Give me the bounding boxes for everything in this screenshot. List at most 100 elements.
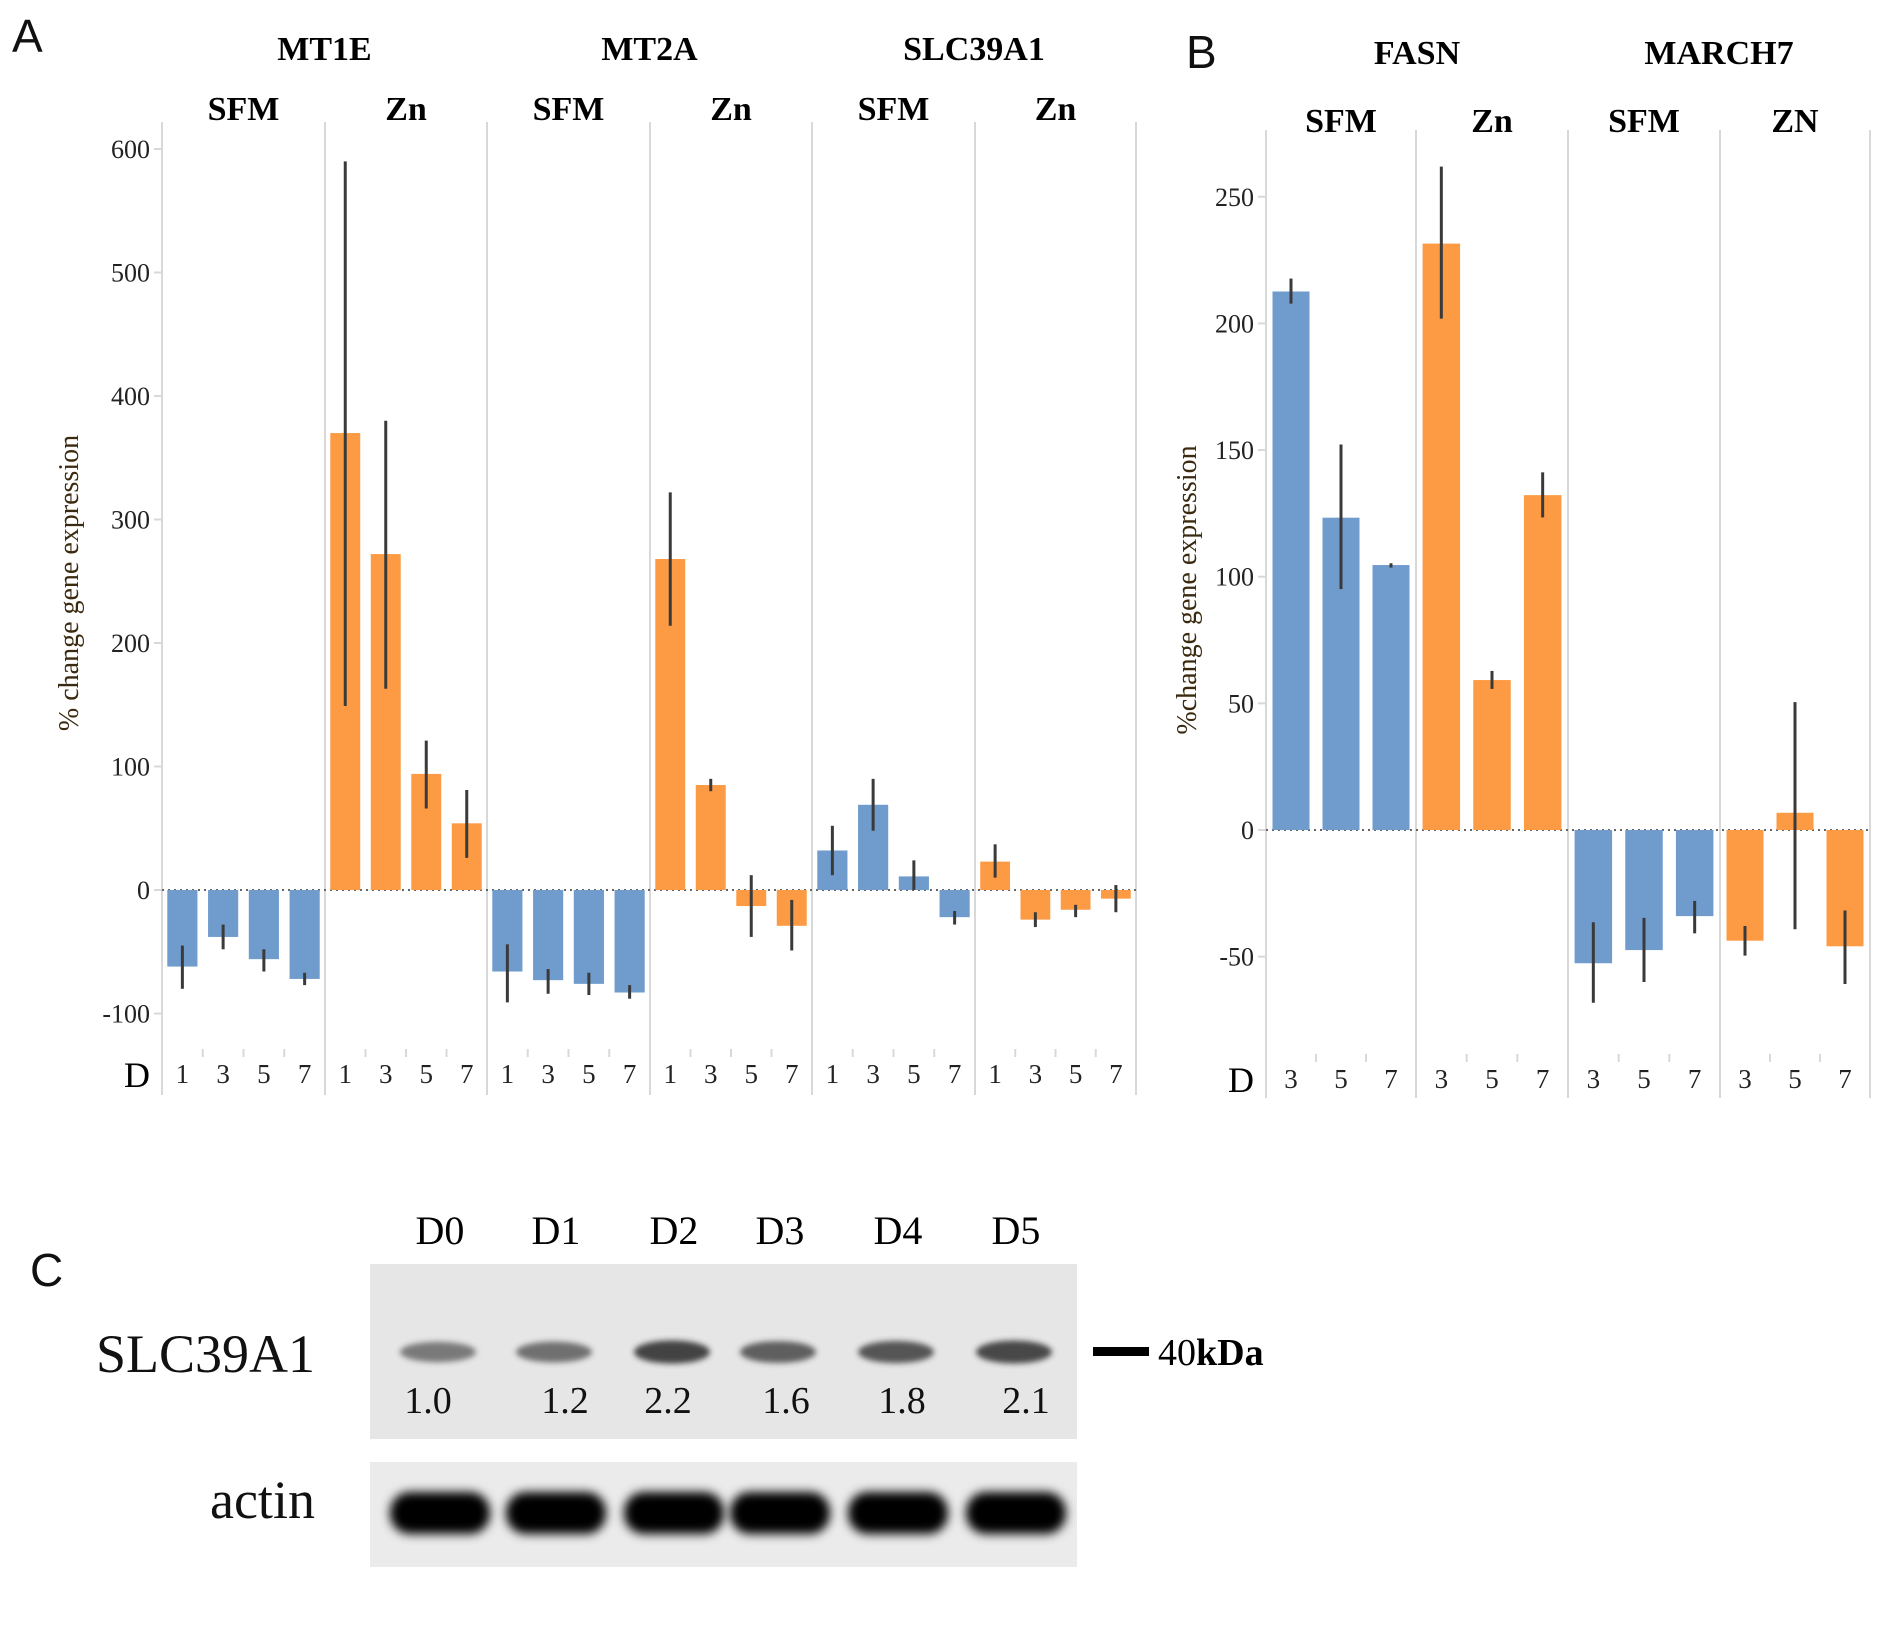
y-tick-label: -100 <box>102 1000 150 1029</box>
lane-label: D3 <box>756 1208 805 1253</box>
y-tick-label: 250 <box>1215 183 1254 212</box>
marker-label: 40kDa <box>1158 1332 1264 1374</box>
x-axis-prefix: D <box>124 1055 150 1095</box>
x-tick-label: 7 <box>948 1059 962 1089</box>
x-tick-label: 3 <box>1587 1064 1601 1094</box>
y-tick-label: 500 <box>111 259 150 288</box>
x-tick-label: 5 <box>1788 1064 1802 1094</box>
bar <box>695 785 726 890</box>
panel-b-chart: %change gene expression 250 200 150 100 50 0 -5… <box>1172 35 1871 1100</box>
gene-title: MT1E <box>277 31 371 68</box>
x-tick-label: 7 <box>460 1059 474 1089</box>
panel-c-western-blot: D0 D1 D2 D3 D4 D5 1.0 1.2 2.2 1.6 1.8 2.1 SLC39A1 … <box>96 1208 1264 1567</box>
quantification-value: 2.1 <box>1002 1380 1050 1422</box>
quantification-value: 1.2 <box>541 1380 589 1422</box>
x-tick-label: 1 <box>501 1059 515 1089</box>
x-tick-label: 3 <box>1284 1064 1298 1094</box>
panel-label-c: C <box>30 1244 63 1296</box>
marker-line <box>1093 1347 1149 1356</box>
x-tick-label: 3 <box>704 1059 718 1089</box>
panel-label-b: B <box>1186 26 1217 78</box>
quantification-value: 1.6 <box>762 1380 810 1422</box>
actin-band <box>506 1492 606 1534</box>
bar <box>1060 890 1091 910</box>
x-tick-label: 7 <box>1109 1059 1123 1089</box>
quantification-value: 1.8 <box>878 1380 926 1422</box>
y-tick-label: 600 <box>111 135 150 164</box>
slc39a1-blot <box>370 1264 1077 1439</box>
x-tick-label: 1 <box>176 1059 190 1089</box>
x-tick-label: 1 <box>664 1059 678 1089</box>
y-tick-label: 200 <box>1215 309 1254 338</box>
bar <box>1523 495 1562 830</box>
bar <box>614 890 645 993</box>
protein-band <box>634 1340 710 1364</box>
panel-a-chart: % change gene expression 600 500 400 300 200 1… <box>54 31 1137 1095</box>
condition-label: ZN <box>1771 103 1819 140</box>
condition-label: SFM <box>858 91 930 128</box>
quantification-value: 1.0 <box>404 1380 452 1422</box>
protein-band <box>740 1341 816 1363</box>
lane-label: D2 <box>650 1208 699 1253</box>
condition-label: Zn <box>1471 103 1513 140</box>
x-tick-label: 7 <box>623 1059 637 1089</box>
gene-title: FASN <box>1374 35 1461 72</box>
actin-label: actin <box>210 1470 315 1530</box>
x-tick-label: 5 <box>745 1059 759 1089</box>
gene-title: SLC39A1 <box>903 31 1045 68</box>
condition-label: Zn <box>710 91 752 128</box>
bar <box>248 890 279 960</box>
x-tick-label: 1 <box>826 1059 840 1089</box>
protein-band <box>976 1340 1052 1364</box>
condition-label: SFM <box>208 91 280 128</box>
x-tick-label: 3 <box>1435 1064 1449 1094</box>
y-tick-label: 100 <box>1215 563 1254 592</box>
x-tick-label: 3 <box>1029 1059 1043 1089</box>
actin-bands <box>390 1492 1066 1534</box>
x-tick-label: 1 <box>339 1059 353 1089</box>
x-tick-label: 5 <box>1334 1064 1348 1094</box>
bar <box>1372 565 1410 830</box>
quantification-labels: 1.0 1.2 2.2 1.6 1.8 2.1 <box>404 1380 1050 1422</box>
x-tick-label: 7 <box>1688 1064 1702 1094</box>
slc39a1-label: SLC39A1 <box>96 1324 315 1384</box>
x-tick-label: 5 <box>1637 1064 1651 1094</box>
condition-label: SFM <box>533 91 605 128</box>
y-tick-label: 50 <box>1228 689 1254 718</box>
x-tick-label: 7 <box>1838 1064 1852 1094</box>
lane-label: D0 <box>416 1208 465 1253</box>
x-tick-label: 3 <box>1738 1064 1752 1094</box>
y-tick-label: 0 <box>137 876 150 905</box>
x-axis-prefix: D <box>1228 1060 1254 1100</box>
x-tick-label: 1 <box>988 1059 1002 1089</box>
condition-label: Zn <box>385 91 427 128</box>
protein-band <box>516 1341 592 1363</box>
panel-label-a: A <box>12 10 43 62</box>
bar <box>1473 680 1511 830</box>
y-tick-label: 0 <box>1241 816 1254 845</box>
x-tick-label: 5 <box>907 1059 921 1089</box>
actin-band <box>390 1492 490 1534</box>
slc39a1-bands <box>400 1340 1052 1364</box>
x-tick-label: 3 <box>379 1059 393 1089</box>
y-axis-label: % change gene expression <box>54 435 85 731</box>
condition-label: Zn <box>1035 91 1077 128</box>
y-tick-label: 150 <box>1215 436 1254 465</box>
actin-band <box>966 1492 1066 1534</box>
quantification-value: 2.2 <box>644 1380 692 1422</box>
y-tick-label: 200 <box>111 629 150 658</box>
actin-band <box>848 1492 948 1534</box>
x-tick-label: 5 <box>1485 1064 1499 1094</box>
condition-label: SFM <box>1608 103 1680 140</box>
marker-number: 40 <box>1158 1332 1196 1374</box>
x-tick-label: 7 <box>1384 1064 1398 1094</box>
x-tick-label: 5 <box>257 1059 271 1089</box>
bar <box>1272 291 1310 830</box>
bar <box>289 890 320 979</box>
lane-labels: D0 D1 D2 D3 D4 D5 <box>416 1208 1041 1253</box>
x-tick-label: 5 <box>1069 1059 1083 1089</box>
condition-label: SFM <box>1305 103 1377 140</box>
x-tick-label: 3 <box>866 1059 880 1089</box>
x-tick-label: 7 <box>298 1059 312 1089</box>
